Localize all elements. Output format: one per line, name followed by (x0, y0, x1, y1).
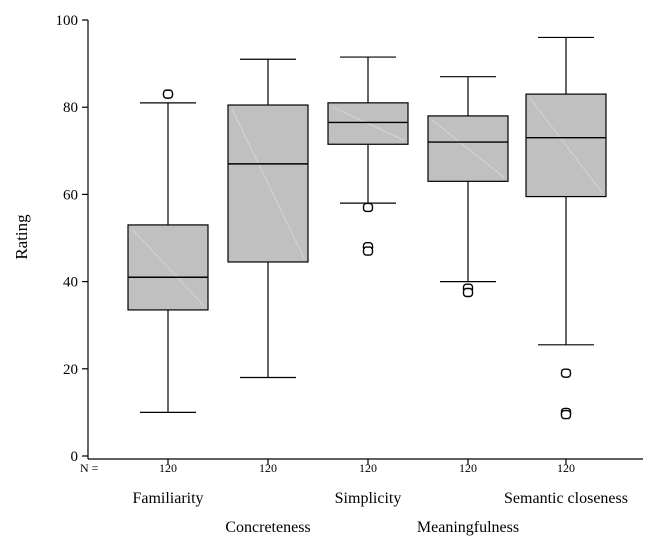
category-label: Simplicity (335, 490, 402, 507)
box-texture (131, 228, 205, 307)
outlier-point (560, 368, 572, 378)
category-label: Concreteness (225, 519, 310, 536)
box-simplicity (327, 56, 409, 256)
box-texture (529, 97, 603, 193)
iqr-box (525, 93, 607, 198)
y-tick-label-0: 0 (71, 449, 79, 465)
n-count-label: 120 (459, 461, 477, 475)
outlier-point (560, 409, 572, 420)
y-tick-label-20: 20 (63, 362, 78, 378)
category-label: Semantic closeness (504, 490, 628, 507)
box-familiarity (127, 89, 209, 413)
category-label: Meaningfulness (417, 519, 519, 536)
n-prefix-label: N = (80, 461, 99, 475)
y-tick-label-60: 60 (63, 187, 78, 203)
box-texture (331, 106, 405, 141)
n-count-label: 120 (359, 461, 377, 475)
box-semantic-closeness (525, 36, 607, 420)
y-tick-label-80: 80 (63, 100, 78, 116)
y-axis: 0 20 40 60 80 100 (56, 13, 89, 465)
y-tick-label-40: 40 (63, 275, 78, 291)
boxes (127, 36, 607, 420)
x-axis: 120 Familiarity 120 Concreteness 120 Simplici… (88, 458, 643, 536)
n-count-label: 120 (159, 461, 177, 475)
box-concreteness (227, 58, 309, 379)
box-texture (431, 119, 505, 178)
outlier-point (362, 246, 374, 256)
y-tick-label-100: 100 (56, 13, 79, 29)
box-meaningfulness (427, 76, 509, 298)
box-texture (231, 108, 305, 259)
outlier-point (462, 287, 474, 298)
n-count-label: 120 (557, 461, 575, 475)
y-axis-title: Rating (12, 214, 31, 260)
outlier-point (362, 202, 374, 213)
outlier-point (162, 89, 174, 99)
category-label: Familiarity (132, 490, 203, 507)
n-count-label: 120 (259, 461, 277, 475)
